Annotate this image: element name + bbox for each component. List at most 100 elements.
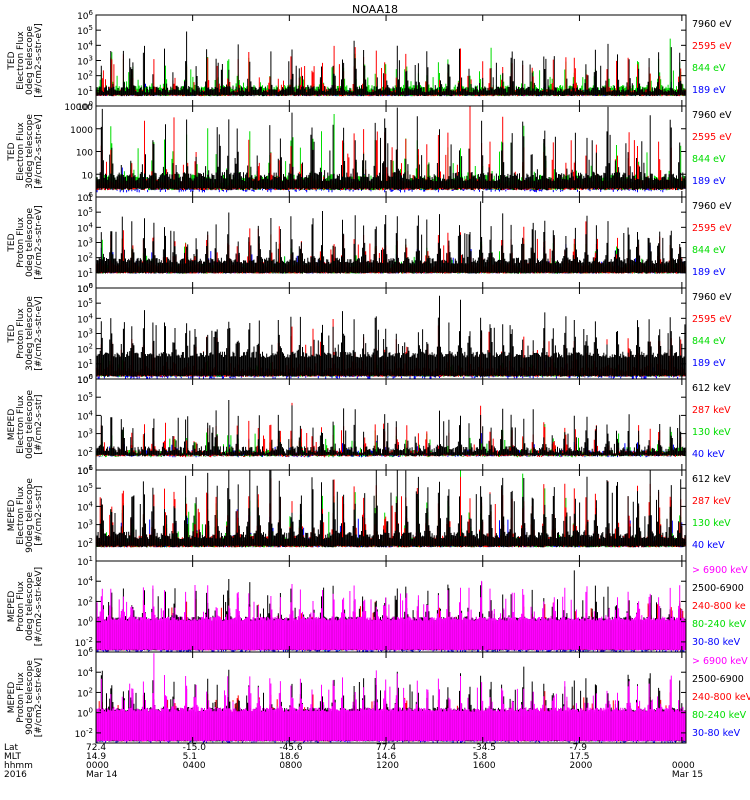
ylabel-line: Electron Flux xyxy=(16,31,26,90)
xtick-label: -34.5 xyxy=(473,743,496,753)
legend-entry: > 6900 keV xyxy=(692,656,748,667)
xtick-label: Mar 14 xyxy=(86,770,118,780)
legend-entry: 287 keV xyxy=(692,496,731,507)
ytick-label: 104 xyxy=(77,409,93,422)
x-row-label: Lat xyxy=(4,743,19,753)
ylabel-line: [#/cm2-s-str] xyxy=(34,485,44,545)
ytick-label: 102 xyxy=(77,343,93,356)
ytick-label: 100 xyxy=(77,282,93,295)
ytick-label: 103 xyxy=(77,519,93,532)
ytick-label: 106 xyxy=(77,373,93,386)
panel-3: 100 101 102 103 104 105 106 TED Proton Flux 0deg … xyxy=(7,191,732,295)
ylabel-line: Proton Flux xyxy=(16,308,26,359)
ylabel-line: Proton Flux xyxy=(16,672,26,723)
ytick-label: 104 xyxy=(77,221,93,234)
legend-entry: 30-80 keV xyxy=(692,728,741,739)
legend-entry: 40 keV xyxy=(692,449,725,460)
ytick-label: 106 xyxy=(77,646,93,659)
xtick-label: 1600 xyxy=(473,761,496,771)
ytick-label: 101 xyxy=(77,85,93,98)
ytick-label: 100 xyxy=(77,100,93,113)
legend-entry: 287 keV xyxy=(692,405,731,416)
xtick-label: 1200 xyxy=(376,761,399,771)
ylabel-line: Electron Flux xyxy=(16,486,26,545)
xtick-label: 18.6 xyxy=(279,752,299,762)
legend-entry: 130 keV xyxy=(692,427,731,438)
panel-8: 10-2 100 102 104 106 MEPED Proton Flux 90deg te… xyxy=(7,646,750,744)
ytick-label: 103 xyxy=(77,55,93,68)
ylabel-line: Electron Flux xyxy=(16,395,26,454)
xtick-label: 0400 xyxy=(183,761,206,771)
legend-entry: 7960 eV xyxy=(692,110,732,121)
ytick-label: 10-2 xyxy=(75,636,93,649)
legend-entry: > 6900 keV xyxy=(692,565,748,576)
panel-7: 10-2 100 102 104 MEPED Proton Flux 0deg telesc… xyxy=(7,560,748,653)
xtick-label: 77.4 xyxy=(376,743,396,753)
ylabel-line: TED xyxy=(7,233,17,252)
legend-entry: 844 eV xyxy=(692,63,726,74)
xtick-label: Mar 15 xyxy=(672,770,703,780)
ylabel-line: TED xyxy=(7,51,17,70)
ylabel-line: [#/cm2-s-str-eV] xyxy=(34,296,44,371)
ytick-label: 104 xyxy=(77,39,93,52)
xtick-label: -7.9 xyxy=(569,743,587,753)
legend-entry: 189 eV xyxy=(692,267,726,278)
ylabel-line: 30deg telescope xyxy=(25,296,35,371)
legend-entry: 130 keV xyxy=(692,518,731,529)
xtick-label: 5.8 xyxy=(473,752,488,762)
ylabel-line: [#/cm2-s-str-keV] xyxy=(34,567,44,646)
legend-entry: 612 keV xyxy=(692,474,731,485)
legend-entry: 30-80 keV xyxy=(692,637,741,648)
ytick-label: 105 xyxy=(77,391,93,404)
legend-entry: 80-240 keV xyxy=(692,619,747,630)
xtick-label: 14.6 xyxy=(376,752,396,762)
ytick-label: 10 xyxy=(82,171,94,181)
legend-entry: 2595 eV xyxy=(692,132,732,143)
panel-5: 101 102 103 104 105 106 MEPED Electron Flux 0deg… xyxy=(7,373,731,477)
chart-title: NOAA18 xyxy=(352,3,398,16)
ytick-label: 106 xyxy=(77,464,93,477)
legend-entry: 2595 eV xyxy=(692,41,732,52)
legend-entry: 80-240 keV xyxy=(692,710,747,721)
xtick-label: 0000 xyxy=(86,761,109,771)
ylabel-line: MEPED xyxy=(7,409,17,441)
ytick-label: 104 xyxy=(77,666,93,679)
ytick-label: 100 xyxy=(77,373,93,386)
panel-4: 100 101 102 103 104 105 106 TED Proton Flux 30deg… xyxy=(7,282,732,386)
ylabel-line: 0deg telescope xyxy=(25,390,35,460)
ylabel-line: 90deg telescope xyxy=(25,660,35,735)
ytick-label: 100 xyxy=(77,616,93,629)
legend-entry: 2500-6900 xyxy=(692,674,744,685)
legend-entry: 2500-6900 xyxy=(692,583,744,594)
ytick-label: 102 xyxy=(77,252,93,265)
xtick-label: -15.0 xyxy=(183,743,207,753)
panel-1: 100 101 102 103 104 105 106 TED Electron Flux 0de… xyxy=(7,9,732,113)
ylabel-line: 0deg telescope xyxy=(25,26,35,96)
ytick-label: 103 xyxy=(77,428,93,441)
ytick-label: 104 xyxy=(77,575,93,588)
ytick-label: 1 xyxy=(87,194,93,204)
ylabel-line: 30deg telescope xyxy=(25,114,35,189)
xtick-label: 0800 xyxy=(279,761,302,771)
ylabel-line: Electron Flux xyxy=(16,122,26,181)
ytick-label: 102 xyxy=(77,70,93,83)
ytick-label: 103 xyxy=(77,328,93,341)
xtick-label: -45.6 xyxy=(279,743,303,753)
legend-entry: 189 eV xyxy=(692,85,726,96)
legend-entry: 7960 eV xyxy=(692,292,732,303)
ytick-label: 105 xyxy=(77,297,93,310)
ytick-label: 100 xyxy=(77,707,93,720)
ylabel-line: 90deg telescope xyxy=(25,478,35,553)
ylabel-line: MEPED xyxy=(7,682,17,714)
legend-entry: 7960 eV xyxy=(692,19,732,30)
ytick-label: 102 xyxy=(77,446,93,459)
xtick-label: 0000 xyxy=(672,761,695,771)
legend-entry: 240-800 keV xyxy=(692,692,750,703)
legend-entry: 844 eV xyxy=(692,154,726,165)
ytick-label: 105 xyxy=(77,206,93,219)
ylabel-line: TED xyxy=(7,324,17,343)
legend-entry: 189 eV xyxy=(692,176,726,187)
